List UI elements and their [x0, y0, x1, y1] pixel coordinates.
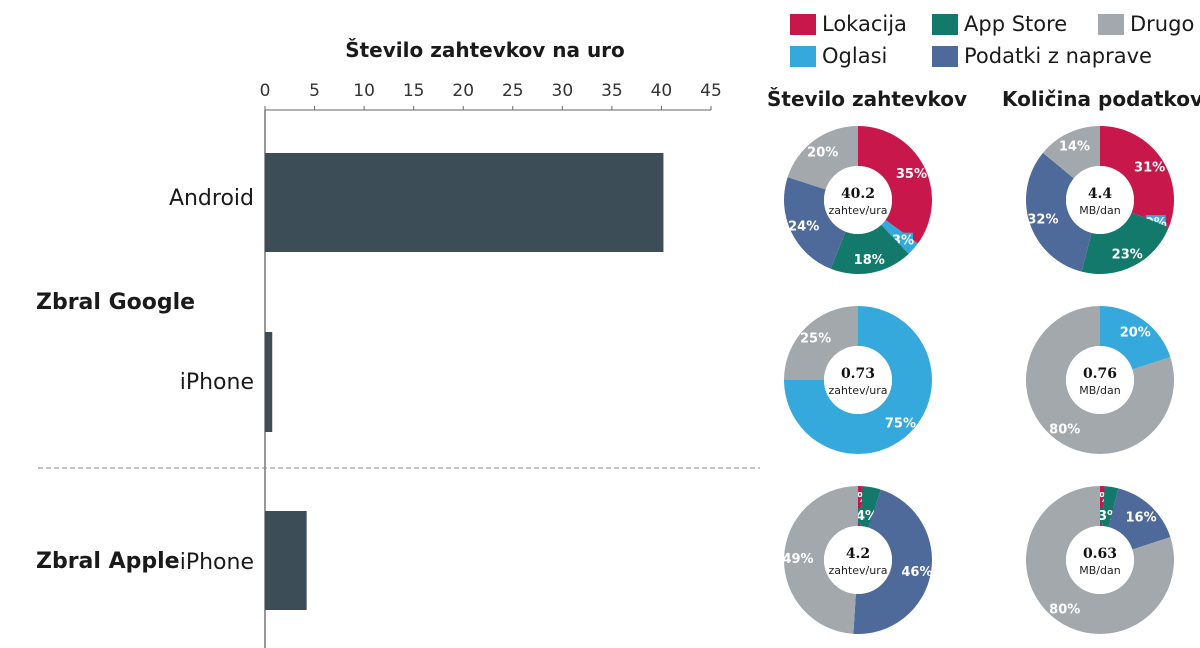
header-requests: Število zahtevkov [767, 87, 968, 111]
slice-label: 24% [788, 220, 819, 235]
donut-slice-podatki-z-naprave [784, 177, 846, 269]
donut-center-value: 40.2 [841, 186, 875, 202]
x-tick-label: 30 [552, 81, 574, 101]
donut-hole [1066, 346, 1134, 414]
x-tick-label: 40 [651, 81, 673, 101]
bar-iphone-1 [265, 332, 273, 432]
donut-slice-app-store [1081, 212, 1169, 274]
legend-swatch [932, 13, 958, 35]
bar-iphone-2 [265, 511, 307, 610]
x-tick-label: 25 [502, 81, 524, 101]
slice-label: 31% [1134, 160, 1165, 175]
donut-slice-drugo [784, 486, 858, 634]
legend-item-app-store: App Store [932, 12, 1067, 36]
legend-swatch [1098, 13, 1124, 35]
donut-slice-drugo [1026, 306, 1174, 454]
slice-label: 80% [1049, 603, 1080, 618]
x-tick-label: 10 [353, 81, 375, 101]
donut-hole [824, 526, 892, 594]
category-label-iphone-apple: iPhone [179, 550, 254, 575]
bar-chart: 0 5 10 15 20 25 30 35 40 45 [38, 81, 760, 648]
donut-slice-drugo [787, 126, 858, 190]
x-tick-label: 0 [260, 81, 271, 101]
donut-slice-drugo [1026, 486, 1174, 634]
group-label-google: Zbral Google [36, 290, 196, 315]
donut-slice-drugo [1042, 126, 1100, 179]
group-label-apple: Zbral Apple [36, 549, 180, 574]
category-label-iphone-google: iPhone [179, 370, 254, 395]
donut-slice-podatki-z-naprave [1026, 152, 1092, 272]
legend: Lokacija App Store Drugo Oglasi Podatki … [790, 12, 1200, 74]
donut-center-value: 0.76 [1083, 366, 1117, 382]
x-tick-label: 15 [403, 81, 425, 101]
slice-label: 16% [1126, 510, 1157, 525]
donut-hole [824, 166, 892, 234]
slice-label: 35% [896, 167, 927, 182]
donut-center-unit: zahtev/ura [828, 384, 887, 397]
slice-label: 20% [1120, 325, 1151, 340]
slice-label: 18% [854, 253, 885, 268]
donut-center-unit: MB/dan [1079, 204, 1120, 217]
slice-label: 25% [800, 332, 831, 347]
bar-chart-title: Število zahtevkov na uro [345, 38, 625, 62]
x-tick-label: 20 [452, 81, 474, 101]
legend-item-drugo: Drugo [1098, 12, 1194, 36]
x-tick-label: 35 [601, 81, 623, 101]
legend-item-oglasi: Oglasi [790, 44, 887, 68]
legend-label: Oglasi [822, 44, 888, 68]
donut-slice-lokacija [1100, 126, 1174, 228]
donut-hole [824, 346, 892, 414]
donut-slice-podatki-z-naprave [1108, 488, 1171, 550]
legend-item-lokacija: Lokacija [790, 12, 907, 36]
header-data: Količina podatkov [1002, 87, 1200, 111]
donut-slice-lokacija [858, 126, 932, 244]
donut-android-data: 31%0%23%32%14%4.4MB/dan [1026, 126, 1174, 274]
donut-slice-oglasi [1100, 306, 1171, 370]
legend-swatch [790, 13, 816, 35]
slice-label: 32% [1027, 213, 1058, 228]
donut-iphone-google-data: 20% 80% 0.76 MB/dan [1026, 306, 1174, 454]
donut-center-unit: MB/dan [1079, 384, 1120, 397]
donut-center-value: 4.4 [1088, 186, 1113, 202]
donut-slice-oglasi [784, 306, 932, 454]
donut-slice-app-store [830, 224, 909, 274]
legend-label: Lokacija [822, 12, 907, 36]
donut-center-unit: MB/dan [1079, 564, 1120, 577]
donut-hole [1066, 526, 1134, 594]
legend-item-podatki: Podatki z naprave [932, 44, 1152, 68]
donut-hole [1066, 166, 1134, 234]
legend-swatch [790, 45, 816, 67]
bar-android-0 [265, 153, 664, 252]
donut-center-unit: zahtev/ura [828, 564, 887, 577]
donut-iphone-google-requests: 75% 25% 0.73 zahtev/ura [784, 306, 932, 454]
slice-label: 46% [901, 565, 932, 580]
x-tick-label: 45 [700, 81, 722, 101]
slice-label: 80% [1049, 423, 1080, 438]
legend-swatch [932, 45, 958, 67]
donut-center-unit: zahtev/ura [828, 204, 887, 217]
slice-label: 14% [1059, 140, 1090, 155]
category-label-android: Android [168, 186, 254, 211]
donut-slice-drugo [784, 306, 858, 380]
slice-label: 20% [807, 145, 838, 160]
slice-label: 75% [885, 416, 916, 431]
donut-center-value: 4.2 [846, 546, 870, 562]
slice-label: 23% [1112, 247, 1143, 262]
legend-label: Drugo [1130, 12, 1195, 36]
donut-center-value: 0.63 [1083, 546, 1117, 562]
x-tick-label: 5 [309, 81, 320, 101]
slice-label: 49% [784, 552, 814, 567]
legend-label: Podatki z naprave [964, 44, 1152, 68]
legend-label: App Store [964, 12, 1068, 36]
donut-slice-podatki-z-naprave [853, 489, 932, 634]
donut-center-value: 0.73 [841, 366, 875, 382]
